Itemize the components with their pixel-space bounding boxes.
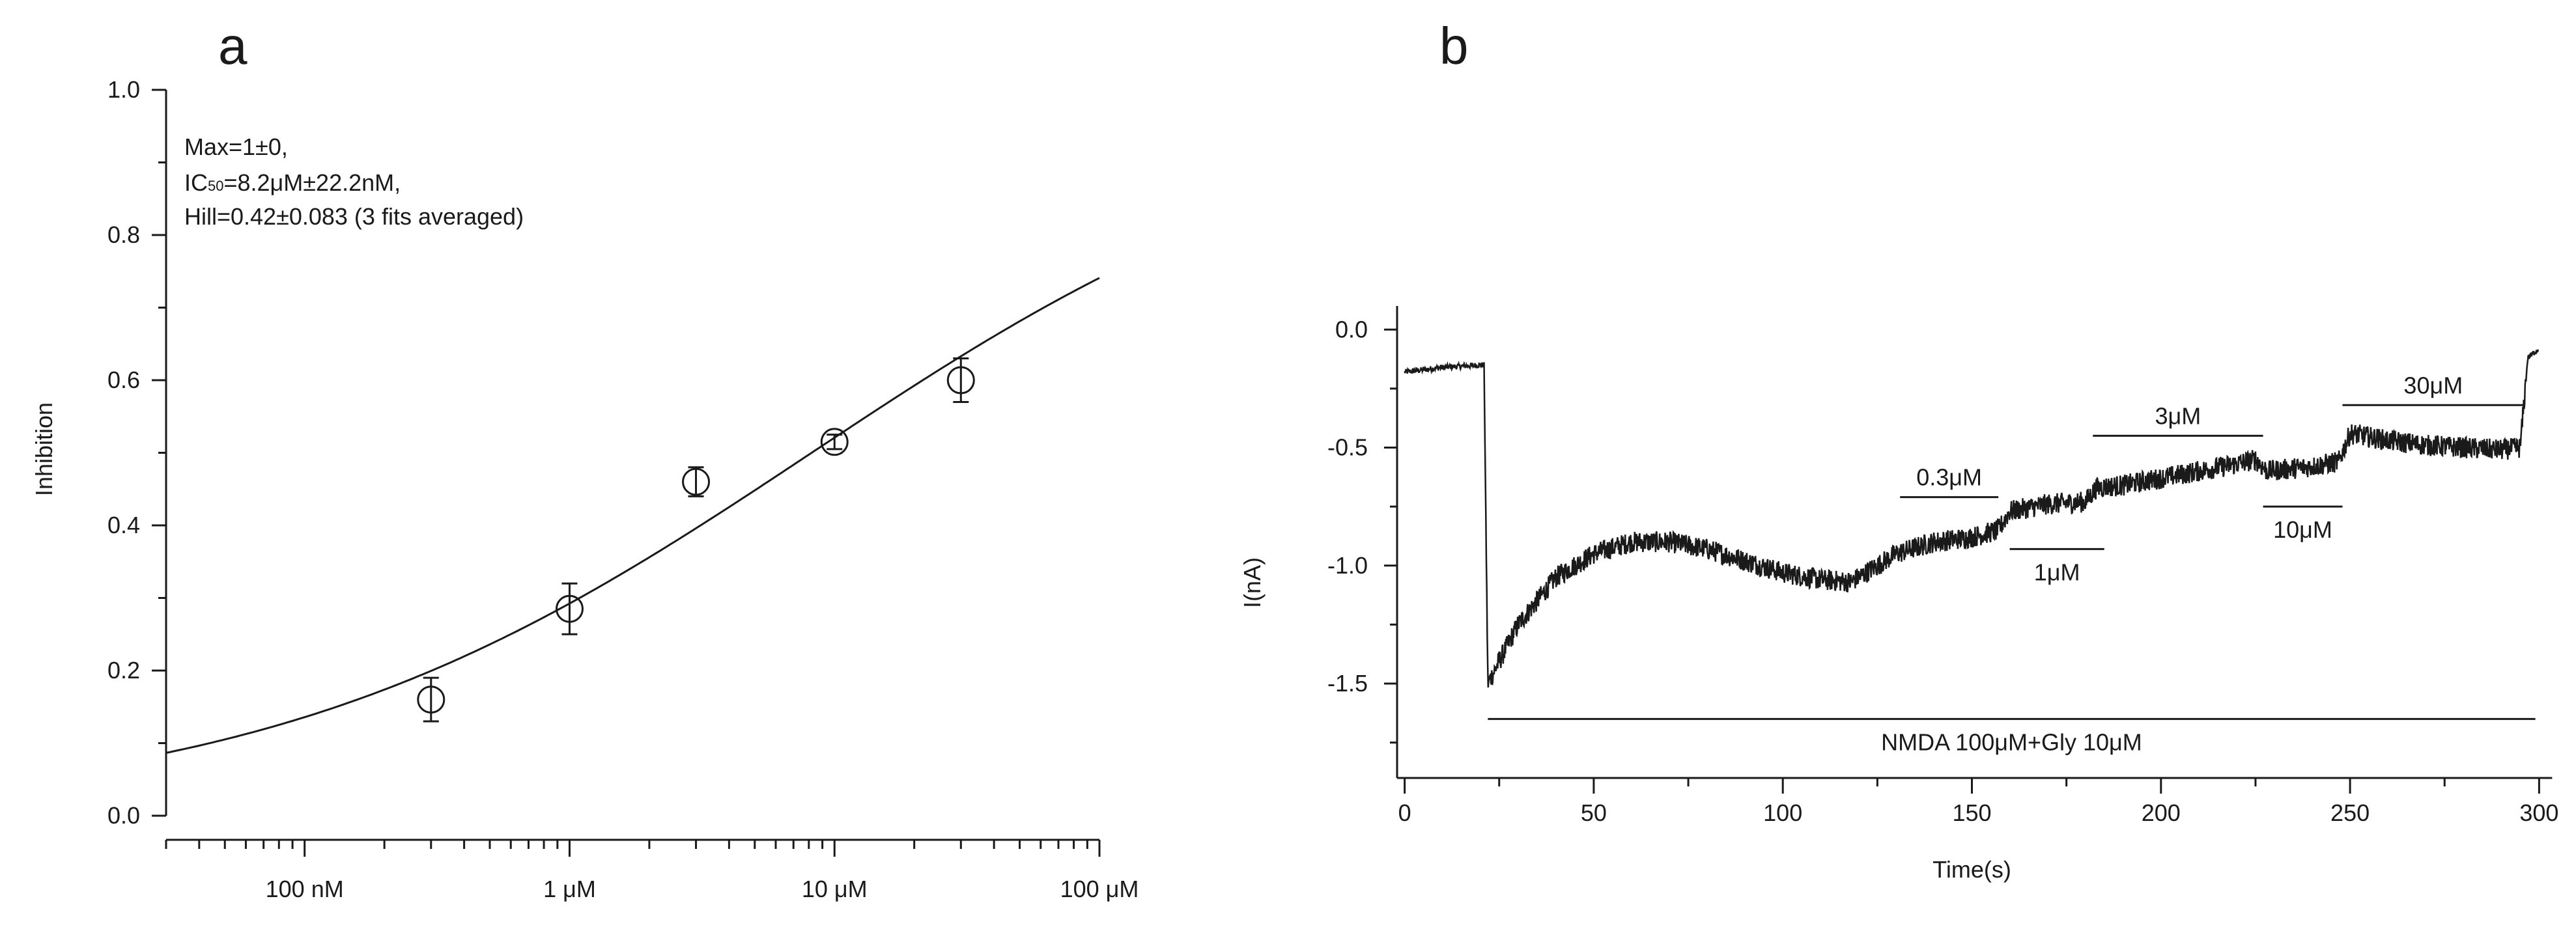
annotation-max: Max=1±0, xyxy=(184,133,288,160)
x-tick-label: 100 xyxy=(1763,799,1802,826)
application-label: 0.3μM xyxy=(1916,464,1982,491)
x-tick-label: 0 xyxy=(1398,799,1411,826)
x-tick-label: 150 xyxy=(1952,799,1991,826)
application-label: 30μM xyxy=(2403,372,2463,398)
application-label: NMDA 100μM+Gly 10μM xyxy=(1881,728,2142,755)
x-tick-label: 200 xyxy=(2142,799,2181,826)
fit-curve xyxy=(165,277,1100,754)
data-point xyxy=(555,594,584,623)
x-axis-title: Time(s) xyxy=(1932,856,2011,883)
annotation-ic50: IC50=8.2μM±22.2nM, xyxy=(184,169,401,196)
panel-b-letter: b xyxy=(1439,17,1469,75)
panel-b-axes: 0.0 -0.5 -1.0 -1.5 0 50 100 150 200 250 300 Time(s)… xyxy=(1239,306,2558,883)
x-tick-label: 300 xyxy=(2519,799,2558,826)
data-point xyxy=(682,467,711,496)
panel-b-chart: b 0.0 -0.5 -1.0 -1.5 0 50 100 150 200 250 300 Time(… xyxy=(1239,17,2558,883)
x-tick-label: 100 μM xyxy=(1060,876,1139,902)
annotation-hill: Hill=0.42±0.083 (3 fits averaged) xyxy=(184,203,524,230)
panel-b-marks: 0.3μM 1μM 3μM 10μM 30μM NMDA 100μM+Gly 10μM xyxy=(1404,349,2540,755)
y-tick-label: 0.6 xyxy=(107,367,140,393)
y-tick-label: 0.2 xyxy=(107,657,140,684)
y-tick-label: 0.0 xyxy=(1335,316,1368,342)
x-tick-label: 50 xyxy=(1581,799,1607,826)
x-tick-label: 10 μM xyxy=(802,876,868,902)
application-label: 10μM xyxy=(2273,516,2332,543)
application-label: 3μM xyxy=(2155,402,2201,429)
x-tick-label: 1 μM xyxy=(543,876,596,902)
y-tick-label: -1.5 xyxy=(1327,670,1368,697)
data-point xyxy=(820,428,849,456)
x-tick-label: 250 xyxy=(2330,799,2370,826)
y-tick-label: 0.0 xyxy=(107,802,140,829)
y-tick-label: -0.5 xyxy=(1327,434,1368,461)
panel-a-axes: 0.0 0.2 0.4 0.6 0.8 1.0 100 nM 1 μM 10 μM 100 μM I… xyxy=(31,76,1139,902)
panel-a-fit-annotation: Max=1±0, IC50=8.2μM±22.2nM, Hill=0.42±0.… xyxy=(184,133,524,230)
panel-a-letter: a xyxy=(218,17,248,75)
y-axis-title: I(nA) xyxy=(1239,557,1266,608)
panel-a-chart: a 0.0 0.2 0.4 0.6 0.8 1.0 100 nM 1 μM 10 μM 100 μ… xyxy=(31,17,1139,902)
y-tick-label: 1.0 xyxy=(107,76,140,103)
y-axis-title: Inhibition xyxy=(31,402,57,496)
x-tick-label: 100 nM xyxy=(266,876,344,902)
panel-a-marks xyxy=(165,277,1100,754)
current-trace xyxy=(1404,349,2540,688)
y-tick-label: 0.8 xyxy=(107,221,140,248)
data-point xyxy=(946,366,975,395)
y-tick-label: 0.4 xyxy=(107,512,140,538)
application-label: 1μM xyxy=(2034,559,2080,585)
data-point xyxy=(417,686,446,714)
y-tick-label: -1.0 xyxy=(1327,552,1368,579)
